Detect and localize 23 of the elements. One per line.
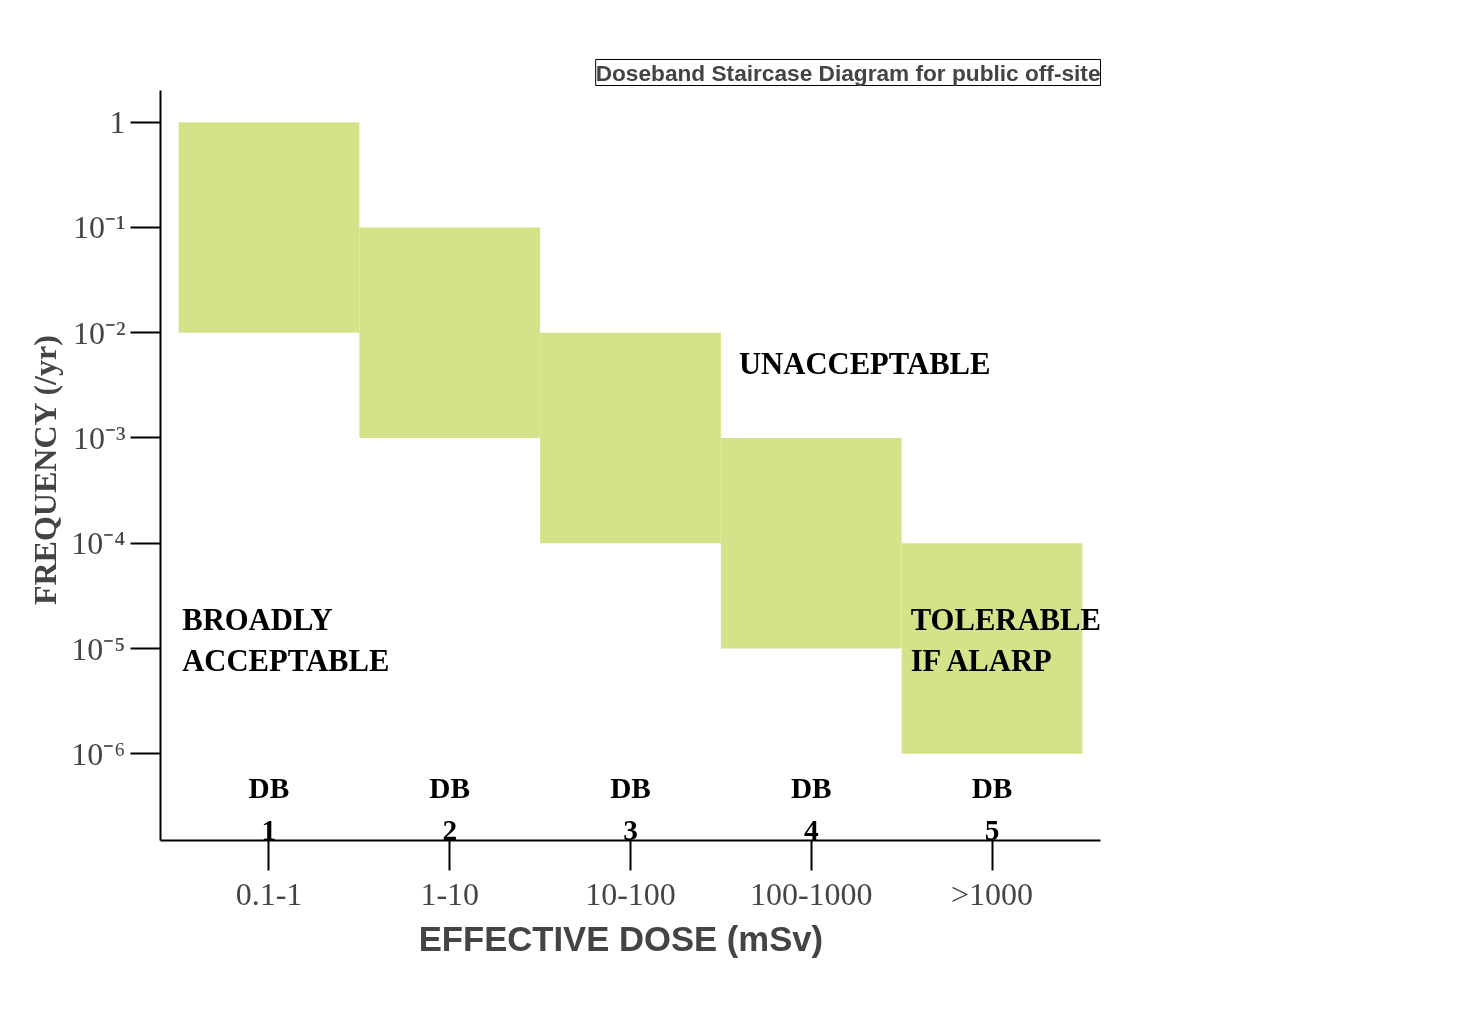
chart-title: Doseband Staircase Diagram for public off-site [595,59,1101,86]
y-tick-label: 10⁻² [72,314,126,351]
annotation: DB 2 [429,772,471,846]
x-tick-label: >1000 [951,875,1034,912]
annotation: TOLERABLE IF ALARP [910,602,1101,678]
x-tick-label: 0.1-1 [235,875,303,912]
annotation: BROADLY ACCEPTABLE [182,602,390,678]
y-tick-label: 10⁻⁵ [71,630,126,667]
annotation: DB 1 [248,772,290,846]
y-tick-label: 1 [109,104,126,141]
y-tick-label: 10⁻⁴ [71,525,126,562]
annotation: DB 3 [610,772,651,846]
annotation: UNACCEPTABLE [738,347,991,382]
y-tick-label: 10⁻⁶ [71,735,126,772]
x-axis-title: EFFECTIVE DOSE (mSv) [418,919,824,958]
x-tick-label: 10-100 [585,875,676,912]
annotation: DB 5 [971,772,1013,846]
annotation: DB 4 [790,772,832,846]
y-tick-label: 10⁻¹ [72,209,126,246]
y-axis-title: FREQUENCY (/yr) [27,335,64,606]
x-tick-label: 100-1000 [749,875,873,912]
x-tick-label: 1-10 [420,875,480,912]
y-tick-label: 10⁻³ [72,419,126,456]
